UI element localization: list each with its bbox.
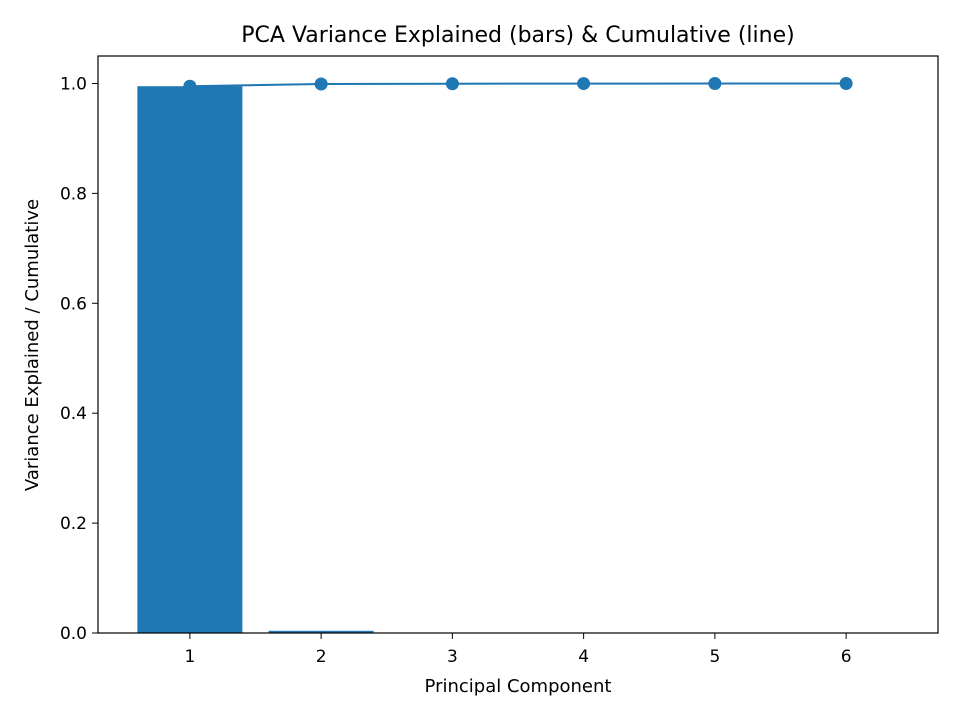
cumulative-point-pc-6 [839,76,853,90]
cumulative-line-series [183,76,853,93]
cumulative-line [189,82,847,88]
x-tick-label-2: 2 [316,647,327,667]
cumulative-point-pc-3 [445,77,459,91]
y-axis-ticks: 0.0 0.2 0.4 0.6 0.8 1.0 [60,74,98,644]
cumulative-point-pc-2 [314,77,328,91]
cumulative-point-pc-1 [183,79,197,93]
chart-title: PCA Variance Explained (bars) & Cumulati… [241,23,794,48]
cumulative-point-pc-4 [577,77,591,91]
y-tick-label-0.2: 0.2 [60,514,87,534]
plot-area-frame [97,55,939,634]
y-tick-label-0.0: 0.0 [60,624,87,644]
x-tick-label-4: 4 [578,647,589,667]
cumulative-point-pc-5 [708,77,722,91]
x-tick-label-1: 1 [184,647,195,667]
y-tick-label-1.0: 1.0 [60,74,87,94]
bar-series [137,86,899,633]
bar-pc-1 [137,86,243,633]
y-tick-label-0.6: 0.6 [60,294,87,314]
x-axis-ticks: 1 2 3 4 5 6 [184,633,852,667]
y-tick-label-0.8: 0.8 [60,184,87,204]
bar-pc-2 [268,630,374,633]
x-tick-label-3: 3 [447,647,458,667]
x-axis-label: Principal Component [425,676,612,697]
x-tick-label-5: 5 [709,647,720,667]
x-tick-label-6: 6 [841,647,852,667]
y-axis-label: Variance Explained / Cumulative [22,199,43,491]
y-tick-label-0.4: 0.4 [60,404,87,424]
